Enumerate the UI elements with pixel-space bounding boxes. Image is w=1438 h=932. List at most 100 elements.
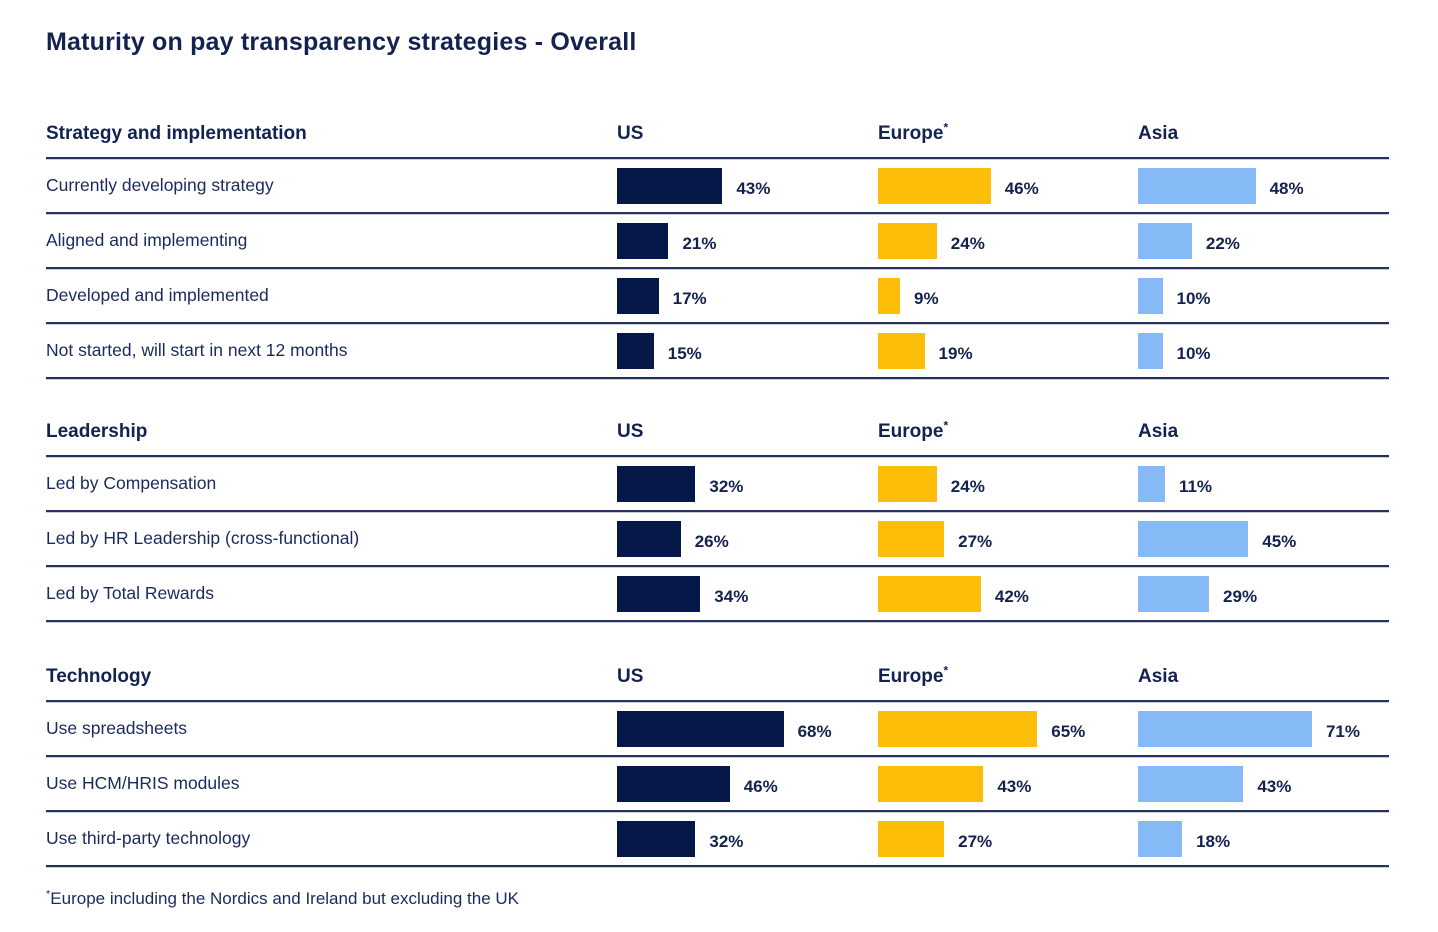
bar-cell: 24% [878, 214, 1138, 267]
bar [1138, 222, 1192, 259]
bar [878, 277, 901, 314]
row-label: Currently developing strategy [46, 175, 274, 195]
bar-cell: 15% [617, 324, 878, 377]
bar [878, 167, 991, 204]
bar-cell: 43% [617, 159, 878, 212]
bar-value: 45% [1262, 532, 1297, 551]
bar-value: 22% [1205, 234, 1240, 253]
bar-cell: 45% [1138, 512, 1389, 565]
bar-cell: 32% [617, 457, 878, 510]
divider [46, 455, 1389, 457]
bar-value: 11% [1178, 477, 1213, 496]
bar-cell: 29% [1138, 567, 1389, 620]
bar [617, 465, 696, 502]
bar [617, 765, 730, 802]
row-label: Led by Total Rewards [46, 583, 214, 603]
bar-cell: 26% [617, 512, 878, 565]
bar [617, 277, 659, 314]
divider [46, 212, 1389, 214]
bar-value: 19% [938, 344, 973, 363]
bar [617, 820, 696, 857]
bar [1138, 277, 1163, 314]
bar [1138, 820, 1183, 857]
column-header: US [617, 123, 644, 144]
divider [46, 865, 1389, 867]
row-label: Use third-party technology [46, 828, 251, 848]
bar-cell: 24% [878, 457, 1138, 510]
bar [617, 222, 669, 259]
bar-cell: 32% [617, 812, 878, 865]
bar-cell: 9% [878, 269, 1138, 322]
bar-value: 48% [1269, 179, 1304, 198]
bar-cell: 17% [617, 269, 878, 322]
column-header: Asia [1138, 123, 1179, 144]
bar-value: 26% [694, 532, 729, 551]
bar-value: 68% [797, 722, 832, 741]
column-header: Europe* [878, 418, 949, 442]
row-label: Developed and implemented [46, 285, 269, 305]
bar-cell: 21% [617, 214, 878, 267]
bar-cell: 18% [1138, 812, 1389, 865]
column-header: Europe* [878, 120, 949, 144]
bar-cell: 42% [878, 567, 1138, 620]
divider [46, 755, 1389, 757]
bar [1138, 520, 1249, 557]
row-label: Use HCM/HRIS modules [46, 773, 240, 793]
bar [878, 332, 925, 369]
bar [617, 167, 723, 204]
bar-value: 24% [950, 234, 985, 253]
bar-cell: 10% [1138, 269, 1389, 322]
bar [878, 520, 945, 557]
column-header: Asia [1138, 421, 1179, 442]
section-header-row: Leadership US Europe* Asia [46, 418, 1389, 455]
bar-cell: 71% [1138, 702, 1389, 755]
bar-cell: 19% [878, 324, 1138, 377]
bar-cell: 11% [1138, 457, 1389, 510]
bar-value: 24% [950, 477, 985, 496]
table-row: Developed and implemented 17% 9% 10% [46, 269, 1389, 322]
bar-value: 21% [682, 234, 717, 253]
divider [46, 157, 1389, 159]
bar [1138, 575, 1210, 612]
row-label: Led by HR Leadership (cross-functional) [46, 528, 360, 548]
table-row: Aligned and implementing 21% 24% 22% [46, 214, 1389, 267]
column-header: Asia [1138, 666, 1179, 687]
divider [46, 810, 1389, 812]
bar [878, 765, 984, 802]
row-label: Not started, will start in next 12 month… [46, 340, 348, 360]
bar [1138, 765, 1244, 802]
bar-value: 43% [736, 179, 771, 198]
bar-value: 43% [1257, 777, 1292, 796]
table-row: Not started, will start in next 12 month… [46, 324, 1389, 377]
bar-value: 17% [672, 289, 707, 308]
bar-cell: 65% [878, 702, 1138, 755]
row-label: Use spreadsheets [46, 718, 188, 738]
column-header: US [617, 421, 644, 442]
section-title: Strategy and implementation [46, 123, 307, 144]
section-header-row: Strategy and implementation US Europe* Asi… [46, 120, 1389, 157]
bar-cell: 22% [1138, 214, 1389, 267]
bar [1138, 465, 1165, 502]
bar [878, 710, 1038, 747]
bar [878, 222, 937, 259]
bar-value: 43% [997, 777, 1032, 796]
bar-value: 27% [958, 532, 993, 551]
bar-value: 42% [994, 587, 1029, 606]
footnote-reference-marker: * [943, 120, 949, 135]
bar-value: 34% [714, 587, 749, 606]
bar-cell: 43% [1138, 757, 1389, 810]
row-label: Led by Compensation [46, 473, 217, 493]
bar [617, 575, 701, 612]
bar-value: 15% [667, 344, 702, 363]
bar [1138, 332, 1163, 369]
table-row: Currently developing strategy 43% 46% 48% [46, 159, 1389, 212]
divider [46, 565, 1389, 567]
bar-cell: 34% [617, 567, 878, 620]
bar-cell: 43% [878, 757, 1138, 810]
chart-section: Strategy and implementation US Europe* Asi… [46, 120, 1389, 379]
row-label: Aligned and implementing [46, 230, 248, 250]
bar-value: 9% [914, 289, 939, 308]
bar [617, 332, 654, 369]
column-header: Europe* [878, 663, 949, 687]
